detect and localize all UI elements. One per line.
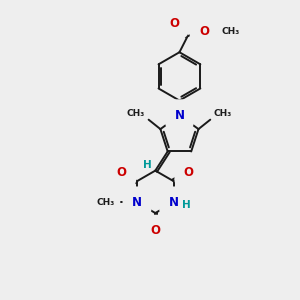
Text: O: O bbox=[117, 166, 127, 179]
Text: O: O bbox=[169, 16, 179, 30]
Text: CH₃: CH₃ bbox=[221, 26, 239, 35]
Text: H: H bbox=[143, 160, 152, 170]
Text: H: H bbox=[182, 200, 191, 210]
Text: CH₃: CH₃ bbox=[96, 198, 114, 207]
Text: N: N bbox=[132, 196, 142, 209]
Text: O: O bbox=[150, 224, 160, 237]
Text: CH₃: CH₃ bbox=[127, 109, 145, 118]
Text: N: N bbox=[169, 196, 179, 209]
Text: O: O bbox=[199, 25, 209, 38]
Text: N: N bbox=[174, 109, 184, 122]
Text: CH₃: CH₃ bbox=[214, 109, 232, 118]
Text: O: O bbox=[184, 166, 194, 179]
